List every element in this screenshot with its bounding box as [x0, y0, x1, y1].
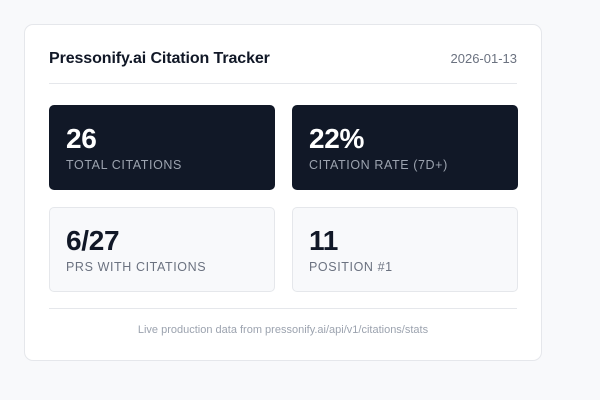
stat-prs-with-citations: 6/27 PRs with Citations — [49, 207, 275, 292]
citation-tracker-card: Pressonify.ai Citation Tracker 2026-01-1… — [24, 24, 542, 361]
stat-position-1: 11 Position #1 — [292, 207, 518, 292]
stat-label: Position #1 — [309, 260, 393, 274]
card-header: Pressonify.ai Citation Tracker 2026-01-1… — [49, 49, 517, 84]
stat-label: Total Citations — [66, 158, 182, 172]
stat-value: 26 — [66, 123, 97, 154]
report-date: 2026-01-13 — [450, 51, 518, 66]
stat-total-citations: 26 Total Citations — [49, 105, 275, 190]
data-source-footer: Live production data from pressonify.ai/… — [49, 308, 517, 336]
stat-citation-rate: 22% Citation Rate (7D+) — [292, 105, 518, 190]
stats-grid: 26 Total Citations 22% Citation Rate (7D… — [49, 105, 519, 292]
stat-value: 22% — [309, 123, 365, 154]
stat-value: 6/27 — [66, 225, 120, 256]
card-title: Pressonify.ai Citation Tracker — [49, 50, 270, 67]
stat-label: Citation Rate (7D+) — [309, 158, 448, 172]
stat-value: 11 — [309, 225, 338, 256]
stat-label: PRs with Citations — [66, 260, 207, 274]
